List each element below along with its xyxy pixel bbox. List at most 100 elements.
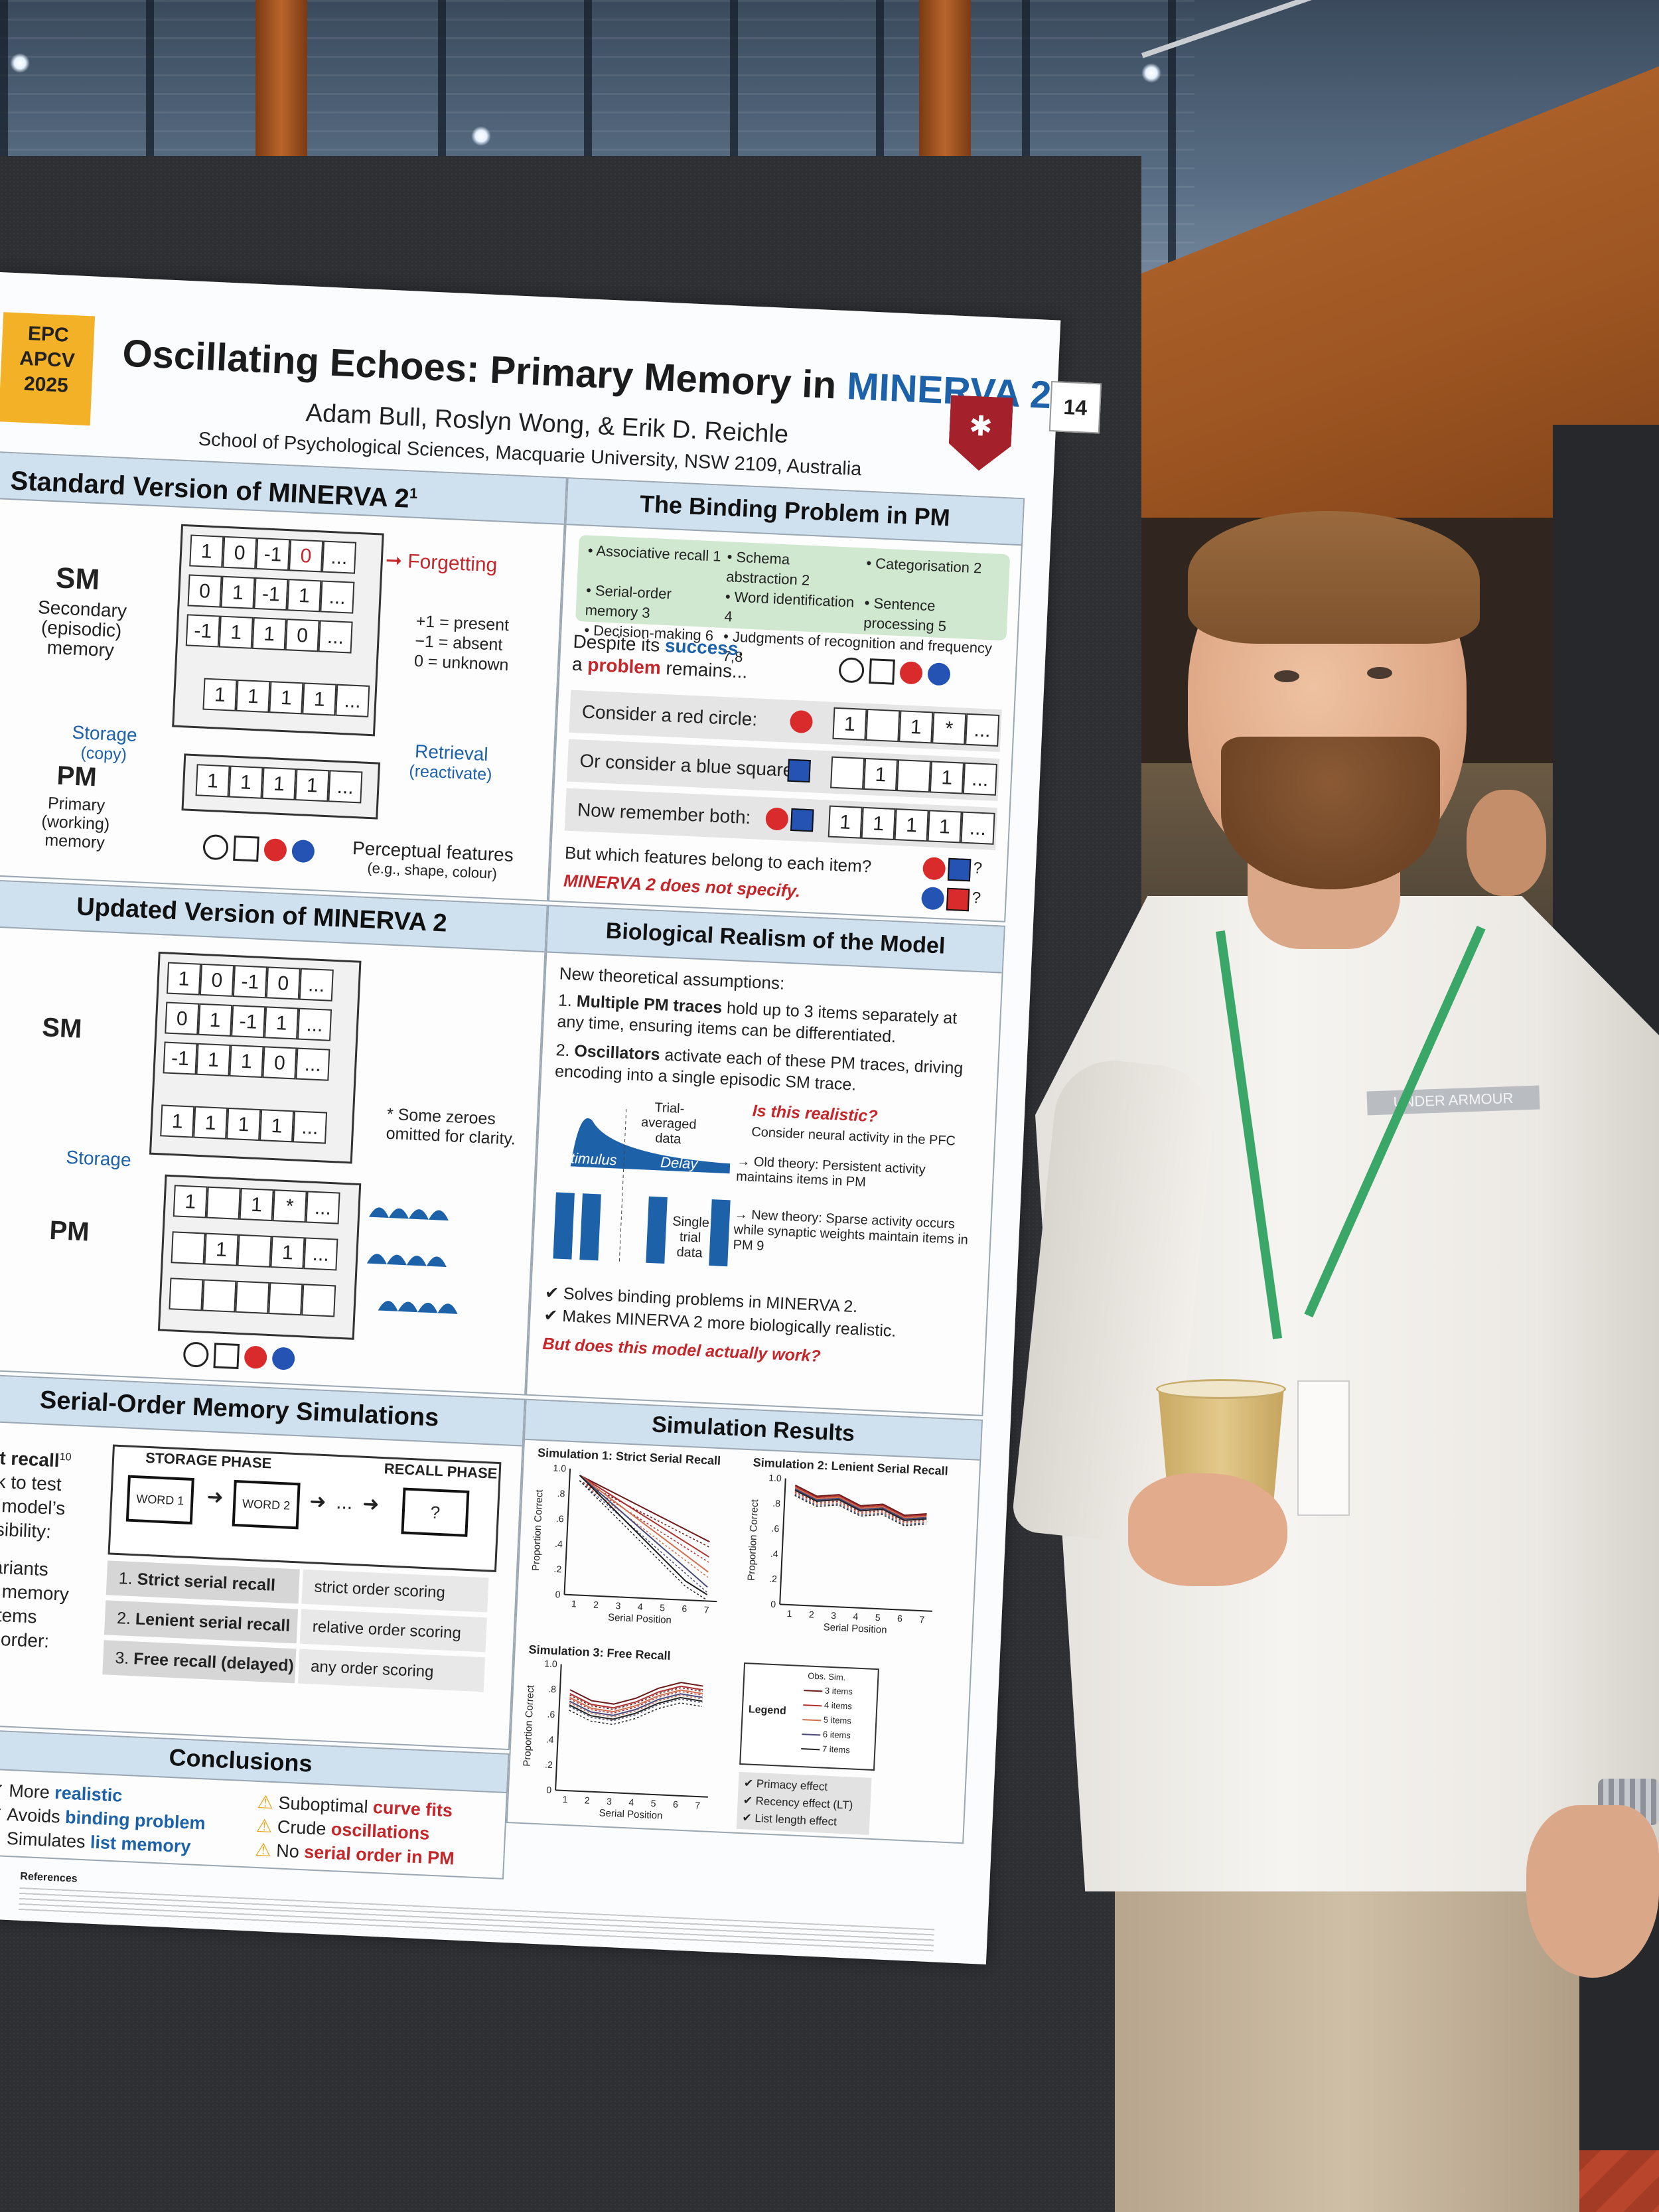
x-tick-label: 5 (650, 1798, 656, 1808)
red-dot-icon (244, 1345, 267, 1369)
trace-cell: ... (320, 580, 355, 614)
a-word: a (571, 653, 589, 675)
legend-label: 5 items (823, 1714, 852, 1726)
references-title: References (19, 1870, 78, 1885)
board-number: 14 (1048, 381, 1102, 434)
y-axis-label: Proportion Correct (530, 1489, 545, 1571)
legend-label: 7 items (822, 1743, 851, 1755)
x-tick-label: 4 (638, 1601, 644, 1612)
serial-order-panel: Serial-Order Memory Simulations List rec… (0, 1372, 526, 1751)
biological-realism-panel: Biological Realism of the Model New theo… (526, 905, 1005, 1416)
y-tick-label: .2 (545, 1759, 553, 1771)
cup-rim (1156, 1379, 1286, 1399)
list-recall-sup: 10 (59, 1451, 72, 1463)
pro-pre: More (8, 1780, 55, 1803)
row-label: Now remember both: (577, 799, 752, 828)
binding-shapes (838, 656, 951, 688)
trace-cell: 1 (863, 757, 899, 792)
question-mark: ? (972, 889, 981, 908)
red-dot-icon (899, 661, 923, 685)
storage-label: Storage (65, 1146, 132, 1171)
trace-cell (171, 1231, 206, 1265)
application-item: • Associative recall 1 (587, 542, 722, 565)
does-it-work: But does this model actually work? (541, 1334, 822, 1366)
x-tick-label: 6 (897, 1613, 903, 1623)
trace-cell: -1 (253, 577, 289, 611)
trace-cell (830, 756, 865, 790)
trace-cell: 1 (226, 1107, 261, 1142)
trace-cell: ... (321, 540, 357, 574)
trace-cell: ... (303, 1237, 338, 1271)
application-item: • Categorisation 2 (865, 554, 982, 577)
zeroes-note: * Some zeroes omitted for clarity. (386, 1104, 516, 1149)
perceptual-label: Perceptual features (e.g., shape, colour… (351, 838, 514, 883)
new-theory: → New theory: Sparse activity occurs whi… (733, 1207, 969, 1254)
name-badge (1297, 1380, 1350, 1516)
trace-cell: 1 (927, 810, 962, 844)
hair (1188, 511, 1480, 644)
x-tick-label: 2 (809, 1609, 815, 1619)
red-dot-icon (263, 838, 287, 862)
series-line (794, 1487, 927, 1519)
updated-version-panel: Updated Version of MINERVA 2 1 0 -1 0 ..… (0, 879, 548, 1396)
spike-bar (579, 1193, 601, 1261)
pm-label: PM (56, 761, 98, 792)
series-line (569, 1689, 703, 1713)
pairing-b: ? (920, 886, 981, 912)
list-recall-desc: List recall10 task to test the model’s f… (0, 1441, 72, 1545)
point-number: 2. (555, 1041, 571, 1061)
y-tick-label: 0 (546, 1785, 552, 1795)
legend-item: 7 items (801, 1741, 850, 1757)
oscillator-wave-2 (366, 1254, 447, 1268)
x-tick-label: 6 (682, 1603, 687, 1614)
variant-num: 3. (114, 1649, 129, 1668)
trace-cell: -1 (255, 537, 291, 571)
trace-cell: 1 (264, 1006, 299, 1040)
variant-3-score: any order scoring (297, 1649, 486, 1692)
success-word: success (664, 635, 739, 660)
legend-swatch (804, 1689, 823, 1692)
series-line-simulated (569, 1702, 703, 1726)
ceiling-light (10, 53, 30, 73)
trace-cell: 1 (220, 575, 255, 609)
legend-head: Obs. Sim. (807, 1670, 846, 1682)
variant-name: Strict serial recall (137, 1570, 276, 1595)
y-tick-label: .6 (556, 1513, 565, 1524)
blue-circle-icon (920, 886, 945, 911)
series-line (579, 1475, 708, 1595)
trace-cell: 1 (236, 679, 271, 713)
pro-highlight: list memory (90, 1832, 192, 1857)
variant-name: Lenient serial recall (135, 1609, 291, 1635)
x-tick-label: 3 (831, 1610, 837, 1621)
assumptions-intro: New theoretical assumptions: (559, 963, 785, 994)
trace-cell: -1 (232, 965, 267, 999)
blue-dot-icon (927, 662, 951, 686)
y-tick-label: .2 (553, 1564, 562, 1575)
forgetting-text: Forgetting (407, 550, 498, 577)
point-bold: Oscillators (573, 1041, 661, 1065)
neural-activity-plot (553, 1109, 731, 1267)
trace-cell: 0 (199, 963, 235, 997)
word2-monitor-icon: WORD 2 (232, 1479, 301, 1530)
warning-icon: ⚠ (255, 1815, 273, 1837)
y-tick-label: .4 (770, 1548, 779, 1560)
title-text: Oscillating Echoes: Primary Memory in (121, 331, 848, 408)
x-tick-label: 3 (615, 1600, 621, 1611)
trace-cell: -1 (163, 1041, 198, 1075)
y-axis-label: Proportion Correct (522, 1684, 537, 1767)
series-line-simulated (794, 1492, 927, 1524)
x-tick-label: 1 (571, 1598, 577, 1609)
pm-label: PM (48, 1215, 90, 1247)
y-axis (779, 1478, 786, 1605)
trace-cell: ... (295, 1047, 330, 1081)
trace-cell (202, 1279, 237, 1313)
legend-swatch (802, 1733, 821, 1735)
x-axis (555, 1789, 708, 1798)
trace-cell: 0 (187, 574, 222, 608)
legend-items: 3 items 4 items 5 items 6 items 7 items (801, 1682, 853, 1757)
variant-num: 1. (118, 1569, 133, 1589)
heading-text: Standard Version of MINERVA 2 (9, 466, 410, 514)
y-axis-label: Proportion Correct (746, 1499, 761, 1581)
trace-cell: 0 (265, 966, 301, 1000)
storage-label: Storage (copy) (71, 722, 137, 765)
